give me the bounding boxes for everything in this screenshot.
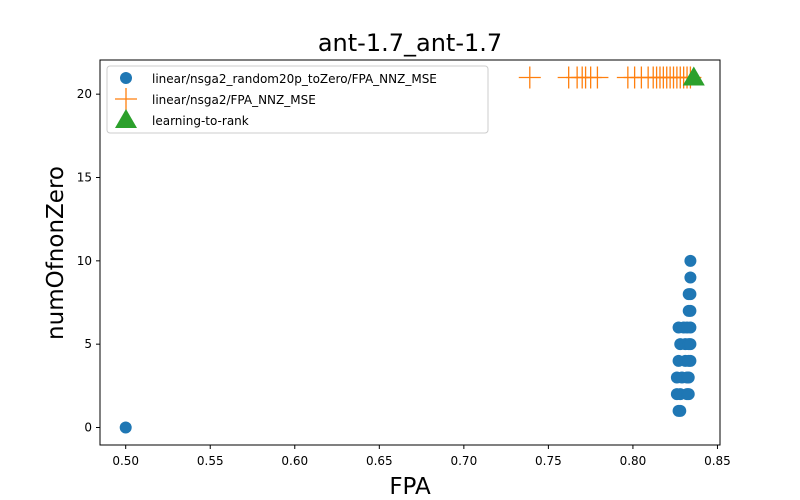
nsga2-random20p-point <box>684 354 697 367</box>
legend-marker-plus <box>115 88 137 110</box>
nsga2-random20p-point <box>674 404 687 417</box>
x-tick-label: 0.80 <box>620 454 647 468</box>
nsga2-random20p-point <box>684 288 697 301</box>
y-axis-title: numOfnonZero <box>43 166 69 340</box>
legend-triangle-icon <box>115 109 137 128</box>
y-tick-label: 10 <box>77 254 92 268</box>
nsga2-random20p-point <box>684 254 697 267</box>
legend-label-series-3: learning-to-rank <box>152 114 249 128</box>
legend-label-series-2: linear/nsga2/FPA_NNZ_MSE <box>152 93 316 107</box>
x-tick-label: 0.85 <box>704 454 731 468</box>
x-tick-label: 0.60 <box>281 454 308 468</box>
series-2 <box>518 66 702 89</box>
legend: linear/nsga2_random20p_toZero/FPA_NNZ_MS… <box>106 65 489 134</box>
y-tick-label: 5 <box>84 337 92 351</box>
legend-marker-triangle <box>115 109 137 128</box>
x-tick-label: 0.65 <box>366 454 393 468</box>
y-axis: 0 5 10 15 20 <box>77 87 100 435</box>
x-tick-label: 0.50 <box>112 454 139 468</box>
legend-plus-icon <box>115 88 137 110</box>
series-3 <box>682 66 705 86</box>
x-tick-label: 0.55 <box>197 454 224 468</box>
nsga2-point <box>518 66 541 89</box>
x-axis-title: FPA <box>389 474 431 500</box>
nsga2-random20p-point <box>682 371 695 384</box>
legend-frame <box>106 65 489 134</box>
legend-marker-circle <box>120 72 132 84</box>
learning-to-rank-point <box>682 66 705 86</box>
y-tick-label: 15 <box>77 171 92 185</box>
x-axis: 0.50 0.55 0.60 0.65 0.70 0.75 0.80 0.85 <box>112 445 731 468</box>
x-tick-label: 0.70 <box>450 454 477 468</box>
nsga2-random20p-point <box>682 388 695 401</box>
series-1 <box>119 254 697 434</box>
y-tick-label: 0 <box>84 421 92 435</box>
nsga2-random20p-point <box>684 304 697 317</box>
nsga2-point <box>586 66 609 89</box>
nsga2-random20p-point <box>684 338 697 351</box>
chart-title: ant-1.7_ant-1.7 <box>318 29 502 57</box>
nsga2-random20p-point <box>684 271 697 284</box>
y-tick-label: 20 <box>77 87 92 101</box>
legend-label-series-1: linear/nsga2_random20p_toZero/FPA_NNZ_MS… <box>152 72 437 86</box>
x-tick-label: 0.75 <box>535 454 562 468</box>
nsga2-random20p-point <box>119 421 132 434</box>
nsga2-random20p-point <box>684 321 697 334</box>
plot-area <box>119 66 705 434</box>
plot-frame <box>99 59 721 446</box>
legend-circle-icon <box>120 72 132 84</box>
